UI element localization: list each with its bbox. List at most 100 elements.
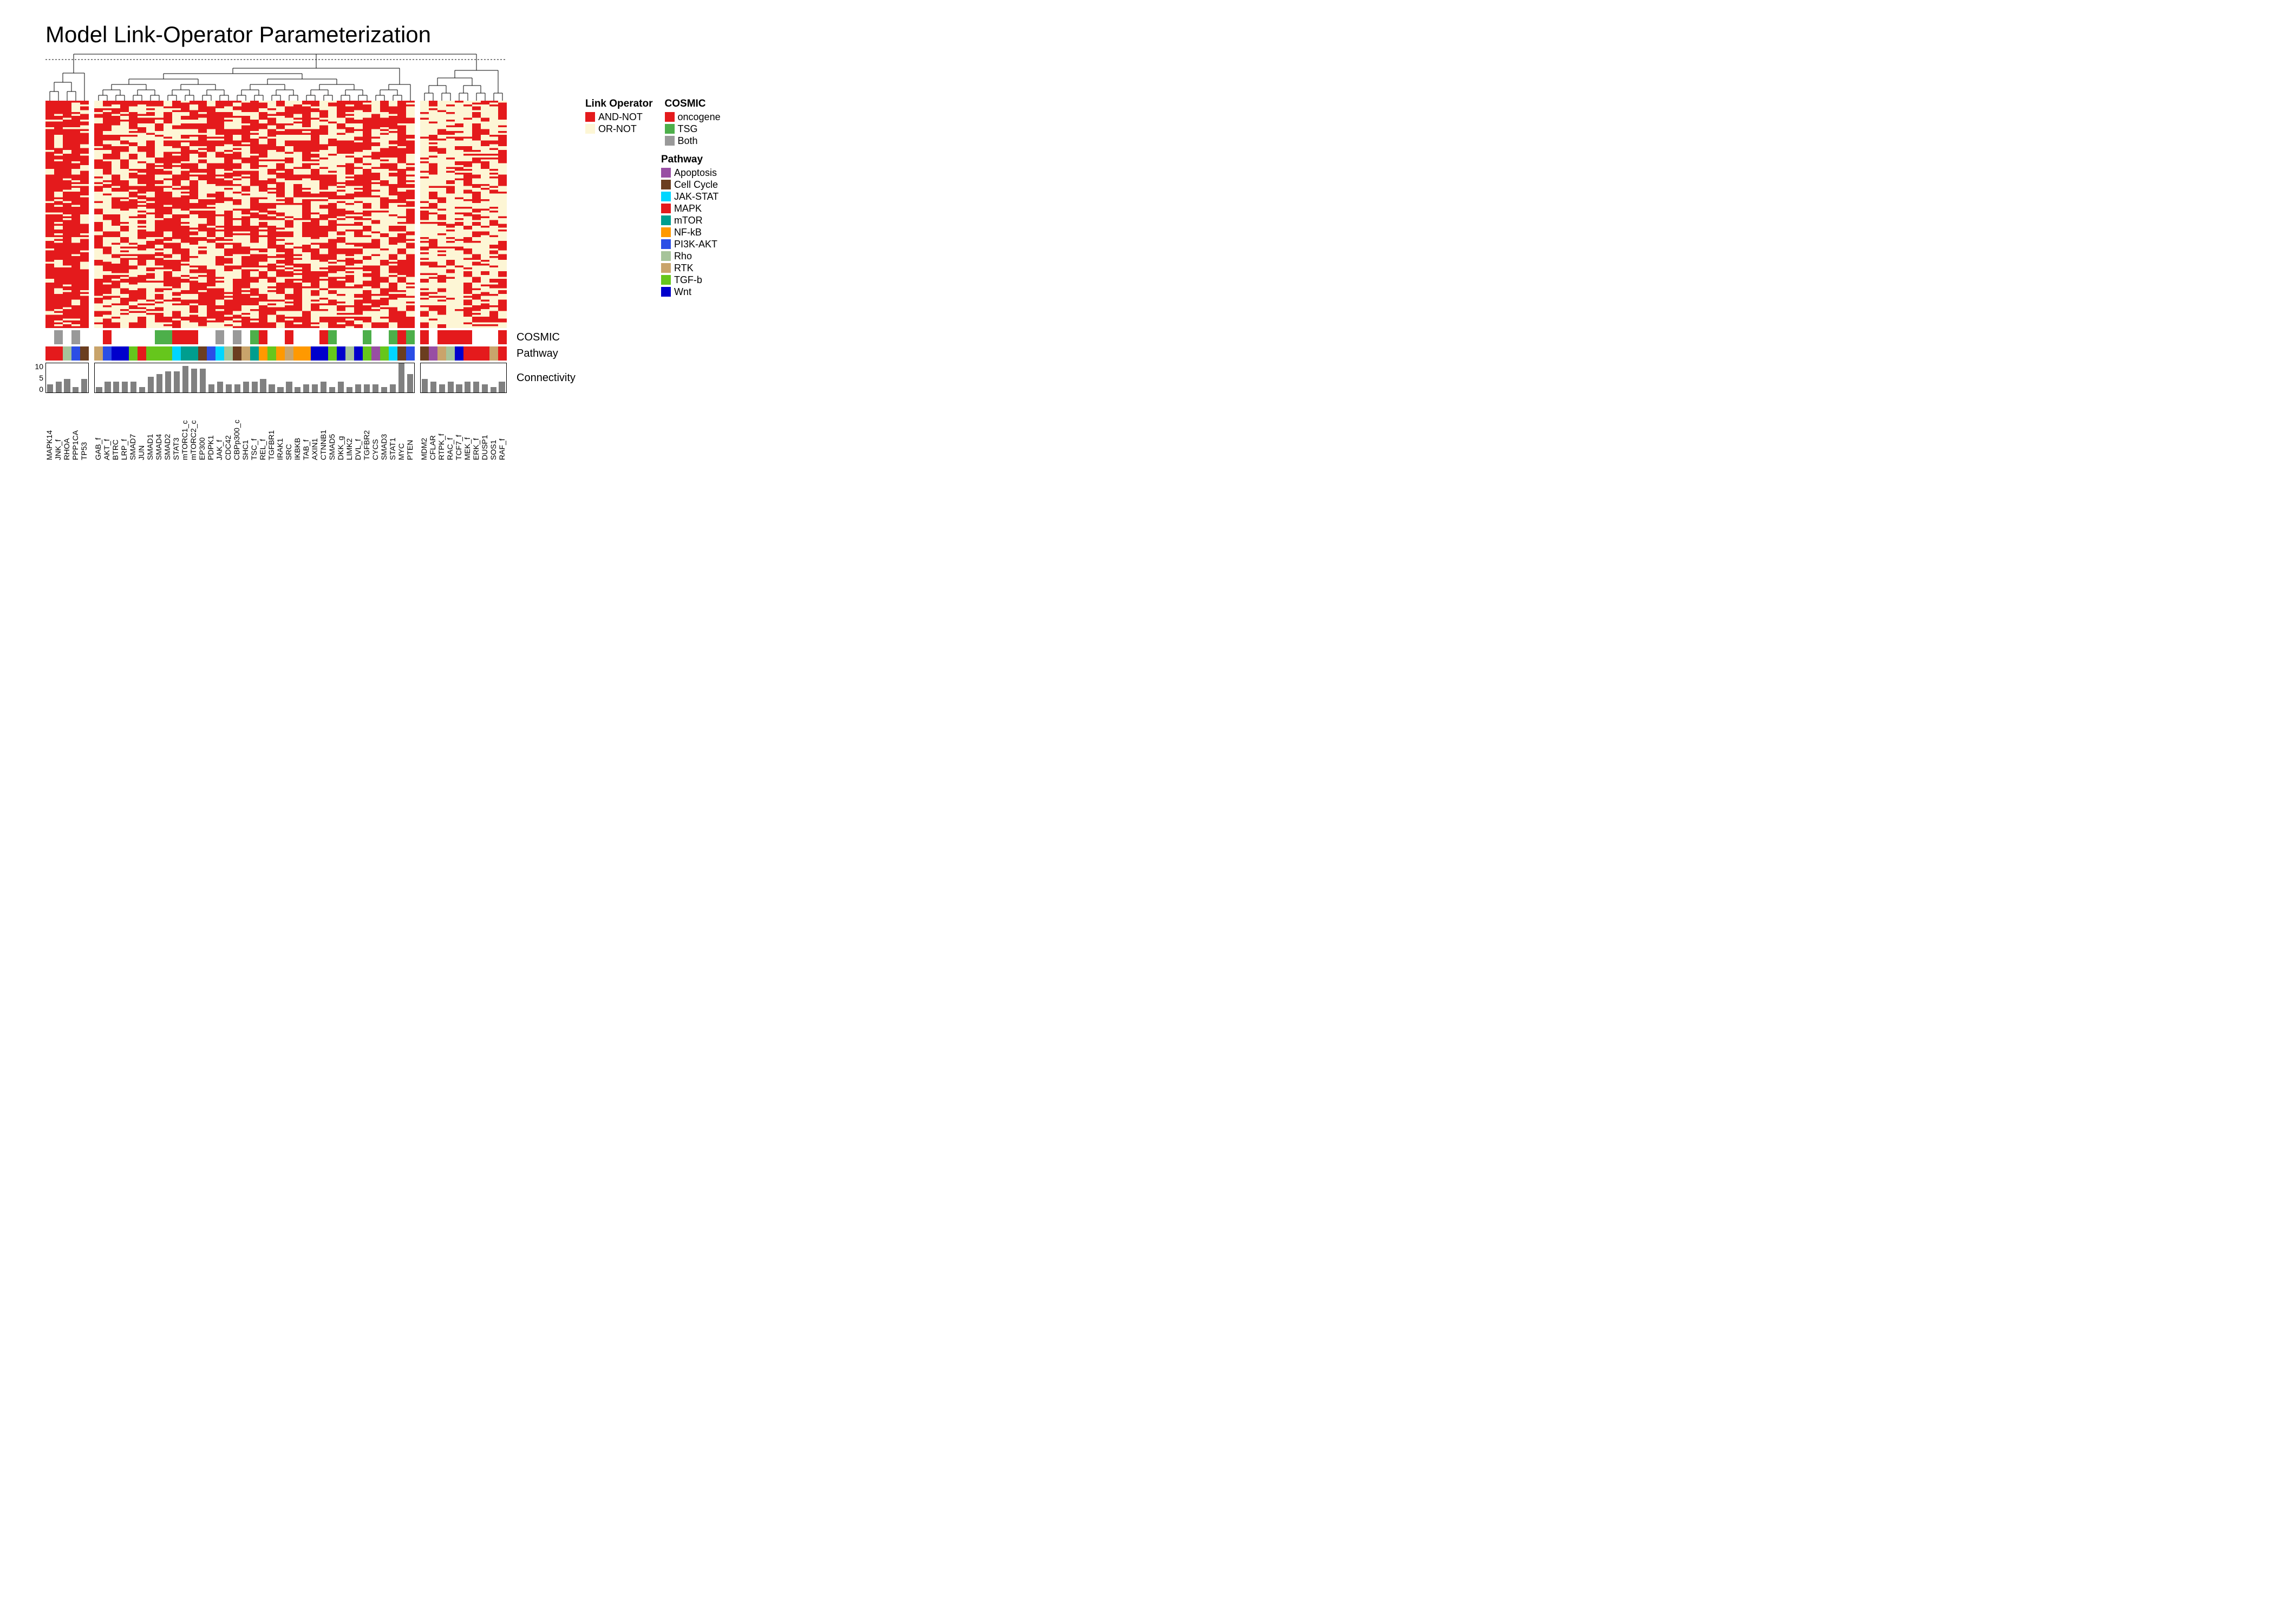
connectivity-panel-2 <box>420 363 507 393</box>
legend-column: Link Operator AND-NOTOR-NOT COSMIC oncog… <box>585 52 721 306</box>
legend-cosmic-tsg-label: TSG <box>678 124 698 134</box>
pathway-cell <box>328 346 337 361</box>
column-label: SMAD2 <box>164 395 172 460</box>
pathway-cell <box>463 346 472 361</box>
pathway-cell <box>481 346 489 361</box>
pathway-cell <box>380 346 389 361</box>
connectivity-bar <box>156 374 162 392</box>
legend-pathway-wnt-swatch <box>661 287 671 297</box>
cosmic-cell <box>155 330 164 344</box>
column-labels: MAPK14JNK_fRHOAPPP1CATP53GAB_fAKT_fBTRCL… <box>45 395 576 460</box>
cosmic-cell <box>129 330 138 344</box>
cosmic-cell <box>337 330 345 344</box>
legend-cosmic-oncogene-label: oncogene <box>678 112 721 122</box>
connectivity-bar <box>295 387 300 392</box>
legend-cosmic-oncogene-swatch <box>665 112 675 122</box>
cosmic-annotation-row: COSMIC <box>45 330 576 344</box>
column-label: EP300 <box>198 395 207 460</box>
heatmap-cluster-1 <box>94 101 415 328</box>
pathway-cell <box>437 346 446 361</box>
column-label: PTEN <box>406 395 415 460</box>
cosmic-cell <box>94 330 103 344</box>
cosmic-cell <box>489 330 498 344</box>
cosmic-cell <box>198 330 207 344</box>
connectivity-bar <box>499 382 505 392</box>
legend-pathway-apoptosis-label: Apoptosis <box>674 168 717 178</box>
legend-cosmic-both-swatch <box>665 136 675 146</box>
pathway-cell <box>215 346 224 361</box>
legend-pathway-tgf-b: TGF-b <box>661 275 721 285</box>
cosmic-cell <box>285 330 293 344</box>
legend-pathway-wnt-label: Wnt <box>674 287 691 297</box>
cosmic-cell <box>250 330 259 344</box>
column-label: MYC <box>397 395 406 460</box>
column-label: MAPK14 <box>45 395 54 460</box>
heatmap-cluster-2 <box>420 101 507 328</box>
cosmic-cell <box>354 330 363 344</box>
cosmic-cell <box>319 330 328 344</box>
cosmic-cell <box>293 330 302 344</box>
connectivity-bar <box>338 382 344 392</box>
cosmic-cell <box>472 330 481 344</box>
connectivity-bar <box>312 384 318 392</box>
column-label: RAF_f <box>498 395 507 460</box>
connectivity-bar <box>64 379 70 392</box>
column-label: MEK_f <box>463 395 472 460</box>
column-label: TAB_f <box>302 395 311 460</box>
pathway-cell <box>276 346 285 361</box>
connectivity-bar <box>430 382 436 392</box>
pathway-cell <box>455 346 463 361</box>
column-label: JNK_f <box>54 395 63 460</box>
legend-pathway-mapk: MAPK <box>661 204 721 213</box>
pathway-cell <box>94 346 103 361</box>
cosmic-cell <box>112 330 120 344</box>
pathway-cell <box>363 346 371 361</box>
cosmic-cell <box>463 330 472 344</box>
cosmic-cell <box>172 330 181 344</box>
column-label: TSC_f <box>250 395 259 460</box>
pathway-cell <box>267 346 276 361</box>
column-label: RAC_f <box>446 395 455 460</box>
connectivity-bar <box>448 382 454 392</box>
column-label: SMAD1 <box>146 395 155 460</box>
legend-pathway-cell cycle-swatch <box>661 180 671 189</box>
pathway-cell <box>302 346 311 361</box>
legend-pathway-mtor-swatch <box>661 215 671 225</box>
cosmic-cell <box>363 330 371 344</box>
column-label: STAT1 <box>389 395 397 460</box>
legend-linkop-and-not-label: AND-NOT <box>598 112 643 122</box>
pathway-cell <box>54 346 63 361</box>
connectivity-bar <box>269 384 275 392</box>
pathway-cell <box>498 346 507 361</box>
connectivity-row: 10 5 0 Connectivity <box>45 363 576 393</box>
connectivity-bar <box>148 377 154 392</box>
legend-pathway-rho: Rho <box>661 251 721 261</box>
cosmic-cell <box>380 330 389 344</box>
connectivity-bar <box>482 384 488 392</box>
connectivity-bar <box>217 382 223 392</box>
cosmic-cell <box>345 330 354 344</box>
connectivity-bar <box>113 382 119 392</box>
cosmic-tracks <box>45 330 507 344</box>
legend-pathway-pi3k-akt-swatch <box>661 239 671 249</box>
cosmic-cell <box>437 330 446 344</box>
cosmic-cell <box>190 330 198 344</box>
dendrogram-svg <box>45 52 507 101</box>
connectivity-bar <box>122 382 128 392</box>
pathway-cell <box>155 346 164 361</box>
column-label: TCF7_f <box>455 395 463 460</box>
column-label: mTORC1_c <box>181 395 190 460</box>
column-label: SMAD7 <box>129 395 138 460</box>
connectivity-bar <box>56 382 62 392</box>
connectivity-bar <box>381 387 387 392</box>
legend-linkop-or-not: OR-NOT <box>585 124 653 134</box>
connectivity-bar <box>373 384 378 392</box>
connectivity-bar <box>260 379 266 392</box>
column-label: PPP1CA <box>71 395 80 460</box>
connectivity-bar <box>73 387 79 392</box>
cosmic-cell <box>45 330 54 344</box>
pathway-cell <box>146 346 155 361</box>
pathway-cell <box>120 346 129 361</box>
legend-pathway-nf-kb-label: NF-kB <box>674 227 702 237</box>
connectivity-bar <box>81 379 87 392</box>
